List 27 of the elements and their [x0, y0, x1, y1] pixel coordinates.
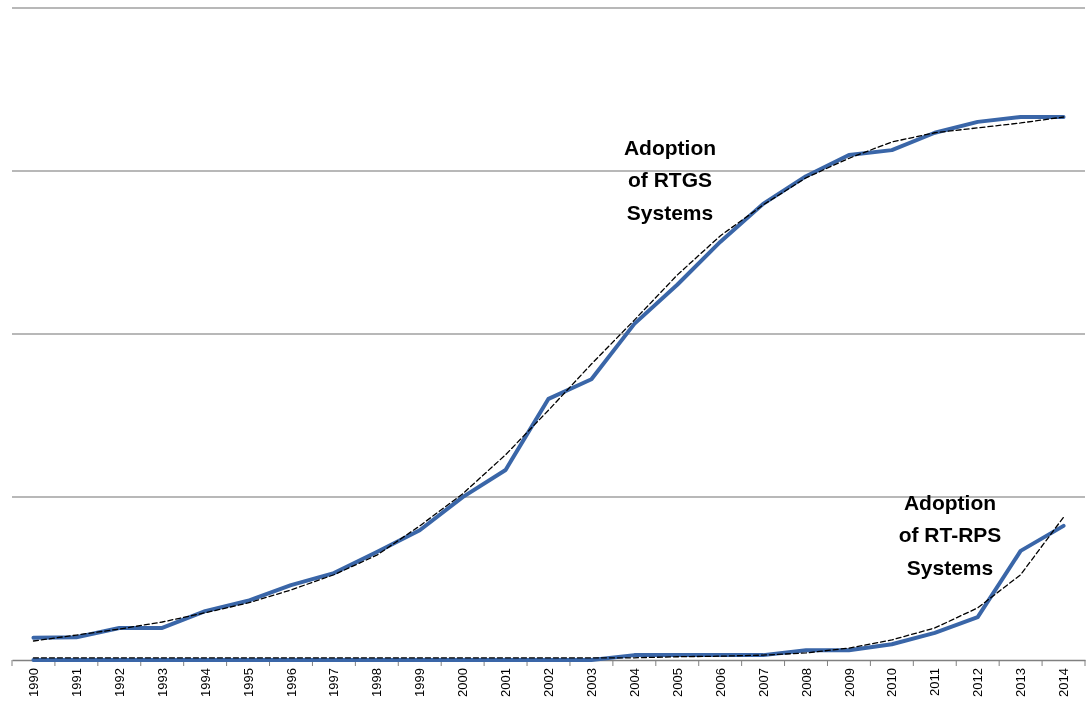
x-tick-label: 2004 — [626, 668, 642, 697]
x-tick-label: 2001 — [498, 668, 514, 697]
x-tick-label: 2005 — [669, 668, 685, 697]
x-tick-label: 1991 — [68, 668, 84, 697]
x-tick-label: 2009 — [841, 668, 857, 697]
x-tick-label: 1996 — [283, 668, 299, 697]
x-tick-label: 2010 — [884, 668, 900, 697]
x-tick-label: 2014 — [1056, 668, 1072, 697]
annotation: Adoption of RTGS Systems — [623, 135, 717, 224]
x-tick-label: 1999 — [412, 668, 428, 697]
x-tick-label: 1995 — [240, 668, 256, 697]
x-tick-label: 1992 — [111, 668, 127, 697]
x-tick-label: 1998 — [369, 668, 385, 697]
x-tick-label: 1990 — [26, 668, 42, 697]
x-tick-label: 2002 — [541, 668, 557, 697]
annotation: Adoption of RT-RPS Systems — [898, 490, 1002, 579]
x-tick-label: 2000 — [455, 668, 471, 697]
x-tick-label: 2008 — [798, 668, 814, 697]
x-tick-label: 2006 — [712, 668, 728, 697]
x-tick-label: 1997 — [326, 668, 342, 697]
x-tick-label: 2013 — [1013, 668, 1029, 697]
x-tick-label: 2011 — [927, 668, 943, 696]
x-tick-label: 1993 — [154, 668, 170, 697]
x-tick-label: 2003 — [583, 668, 599, 697]
x-tick-label: 2012 — [970, 668, 986, 697]
x-tick-label: 1994 — [197, 668, 213, 697]
x-tick-label: 2007 — [755, 668, 771, 697]
